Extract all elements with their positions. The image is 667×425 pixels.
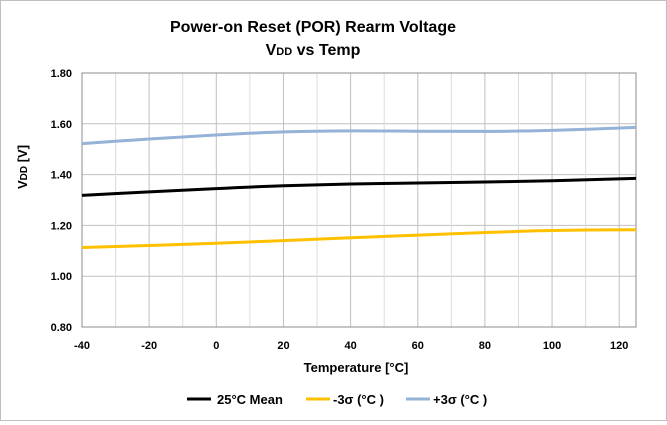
subtitle-main: V	[266, 42, 277, 59]
gridlines	[81, 72, 636, 328]
x-tick-label: 100	[543, 340, 561, 352]
x-tick-label: 120	[610, 340, 628, 352]
legend-label: +3σ (°C )	[433, 392, 487, 407]
chart-subtitle: VDD vs Temp	[266, 42, 361, 59]
y-tick-label: 0.80	[51, 322, 72, 334]
legend-item-25c-mean: 25°C Mean	[187, 392, 283, 407]
subtitle-subscript: DD	[276, 46, 292, 58]
series-lines	[81, 125, 637, 249]
series-line-25c-mean	[81, 176, 637, 197]
ylabel-rest: [V]	[15, 145, 30, 166]
y-axis-label: VDD [V]	[15, 145, 30, 189]
x-axis-label: Temperature [°C]	[304, 360, 409, 375]
y-tick-label: 1.20	[51, 220, 72, 232]
x-tick-label: -20	[141, 340, 157, 352]
series-line-plus-3sigma	[81, 125, 637, 146]
tick-labels: 0.80 1.00 1.20 1.40 1.60 1.80 -40 -20 0 20 40 60 80 1…	[51, 68, 629, 352]
plot-border	[81, 72, 637, 328]
y-tick-label: 1.00	[51, 271, 72, 283]
y-tick-label: 1.60	[51, 119, 72, 131]
plot-area	[81, 72, 637, 328]
x-tick-label: 40	[344, 340, 356, 352]
chart-title: Power-on Reset (POR) Rearm Voltage	[170, 19, 456, 36]
x-tick-label: 20	[277, 340, 289, 352]
ylabel-subscript: DD	[19, 166, 30, 180]
legend-item-plus-3sigma: +3σ (°C )	[406, 392, 487, 407]
legend-label: 25°C Mean	[217, 392, 283, 407]
y-tick-label: 1.80	[51, 68, 72, 80]
subtitle-rest: vs Temp	[292, 42, 360, 59]
legend: 25°C Mean -3σ (°C ) +3σ (°C )	[187, 392, 487, 407]
y-tick-label: 1.40	[51, 170, 72, 182]
ylabel-main: V	[15, 180, 30, 189]
x-tick-label: 60	[412, 340, 424, 352]
x-tick-label: -40	[74, 340, 90, 352]
series-line-minus-3sigma	[81, 228, 637, 249]
legend-label: -3σ (°C )	[333, 392, 384, 407]
legend-item-minus-3sigma: -3σ (°C )	[306, 392, 384, 407]
x-tick-label: 0	[213, 340, 219, 352]
x-tick-label: 80	[479, 340, 491, 352]
